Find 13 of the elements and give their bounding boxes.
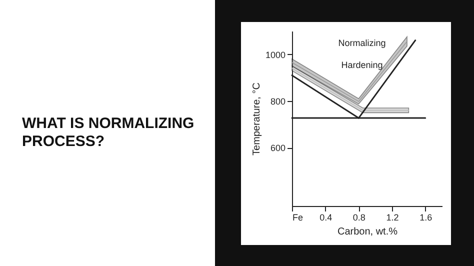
annotation: Hardening — [341, 60, 383, 70]
x-axis-title: Carbon, wt.% — [337, 226, 398, 237]
x-tick-label: 0.8 — [352, 212, 366, 222]
x-tick-label: 1.2 — [386, 212, 399, 222]
y-tick-label: 800 — [270, 96, 286, 106]
y-tick-label: 1000 — [265, 49, 286, 60]
x-tick-label: 1.6 — [420, 212, 432, 222]
text: WHAT IS NORMALIZING PROCESS? — [22, 115, 196, 151]
y-axis-title: Temperature, °C — [251, 82, 262, 155]
x-tick-label: 0.4 — [320, 212, 332, 222]
annotation: Normalizing — [338, 38, 386, 48]
y-tick-label: 600 — [270, 142, 286, 153]
x-tick-label: Fe — [292, 212, 304, 222]
